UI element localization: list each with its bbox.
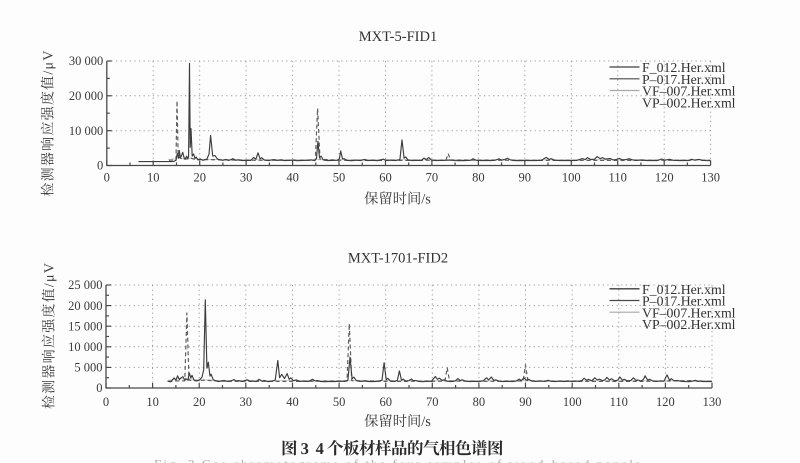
svg-text:120: 120 <box>655 171 674 185</box>
svg-text:20 000: 20 000 <box>69 89 103 103</box>
svg-text:0: 0 <box>104 171 110 185</box>
svg-text:50: 50 <box>333 395 346 409</box>
svg-text:60: 60 <box>379 171 392 185</box>
svg-text:80: 80 <box>473 395 486 409</box>
svg-text:60: 60 <box>379 395 392 409</box>
svg-text:30: 30 <box>240 171 253 185</box>
svg-text:P–017.Her.xml: P–017.Her.xml <box>642 72 726 87</box>
svg-text:80: 80 <box>472 171 485 185</box>
svg-text:110: 110 <box>609 171 627 185</box>
svg-text:VF–007.Her.xml: VF–007.Her.xml <box>642 305 736 320</box>
svg-text:VF–007.Her.xml: VF–007.Her.xml <box>642 84 736 99</box>
svg-text:F_012.Her.xml: F_012.Her.xml <box>642 282 726 297</box>
svg-text:130: 130 <box>703 395 722 409</box>
svg-text:10: 10 <box>146 395 159 409</box>
svg-text:F_012.Her.xml: F_012.Her.xml <box>642 60 726 75</box>
svg-text:40: 40 <box>286 395 299 409</box>
svg-text:90: 90 <box>519 171 532 185</box>
svg-text:130: 130 <box>701 171 720 185</box>
svg-text:0: 0 <box>97 159 103 173</box>
svg-text:120: 120 <box>656 395 675 409</box>
svg-text:5 000: 5 000 <box>74 361 102 375</box>
svg-text:P–017.Her.xml: P–017.Her.xml <box>642 294 726 309</box>
svg-text:90: 90 <box>519 395 532 409</box>
svg-text:30 000: 30 000 <box>69 54 103 68</box>
svg-text:10 000: 10 000 <box>69 124 103 138</box>
svg-text:15 000: 15 000 <box>68 319 102 333</box>
svg-text:MXT-1701-FID2: MXT-1701-FID2 <box>348 251 448 267</box>
svg-text:20: 20 <box>193 171 206 185</box>
svg-text:20 000: 20 000 <box>68 299 102 313</box>
svg-text:MXT-5-FID1: MXT-5-FID1 <box>359 29 437 45</box>
svg-text:100: 100 <box>562 171 581 185</box>
svg-text:10 000: 10 000 <box>68 340 102 354</box>
svg-text:VP–002.Her.xml: VP–002.Her.xml <box>642 317 736 332</box>
svg-text:VP–002.Her.xml: VP–002.Her.xml <box>642 95 736 110</box>
svg-text:70: 70 <box>426 395 439 409</box>
svg-text:10: 10 <box>147 171 160 185</box>
svg-text:20: 20 <box>193 395 206 409</box>
svg-text:30: 30 <box>240 395 253 409</box>
svg-text:50: 50 <box>333 171 346 185</box>
svg-text:Fig. 3 Gas chromatograms of: Fig. 3 Gas chromatograms of the four sam… <box>154 457 642 463</box>
svg-text:40: 40 <box>286 171 299 185</box>
svg-text:0: 0 <box>103 395 109 409</box>
svg-text:110: 110 <box>610 395 628 409</box>
svg-text:100: 100 <box>563 395 582 409</box>
svg-text:25 000: 25 000 <box>68 278 102 292</box>
svg-text:70: 70 <box>426 171 439 185</box>
svg-text:0: 0 <box>96 381 102 395</box>
